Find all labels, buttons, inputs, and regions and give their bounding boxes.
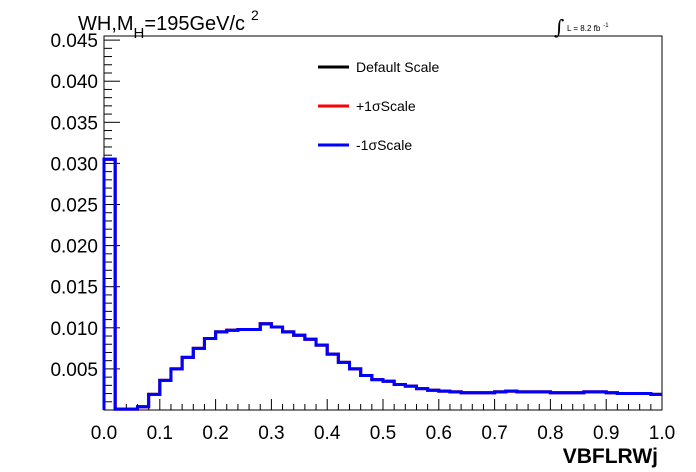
y-tick-label: 0.030 bbox=[50, 154, 98, 175]
chart-title-main: WH,M bbox=[78, 13, 134, 35]
x-tick-label: 0.5 bbox=[370, 423, 396, 444]
integral-symbol: ∫ bbox=[554, 15, 564, 39]
y-tick-label: 0.035 bbox=[50, 113, 98, 134]
legend-label-plus1sigma: +1σScale bbox=[356, 98, 416, 114]
x-axis: 0.0 0.1 0.2 0.3 0.4 0.5 0.6 0.7 0.8 0.9 1.0 bbox=[91, 399, 675, 444]
x-tick-label: 0.1 bbox=[147, 423, 173, 444]
x-tick-label: 0.3 bbox=[258, 423, 284, 444]
luminosity-superscript: -1 bbox=[603, 23, 609, 29]
legend-label-default: Default Scale bbox=[356, 59, 439, 75]
legend: Default Scale +1σScale -1σScale bbox=[318, 59, 439, 153]
x-tick-label: 0.2 bbox=[202, 423, 228, 444]
y-tick-label: 0.045 bbox=[50, 31, 98, 52]
x-tick-label: 0.6 bbox=[426, 423, 452, 444]
y-axis: 0.005 0.010 0.015 0.020 0.025 0.030 0.035 0.040… bbox=[50, 31, 120, 403]
x-axis-label: VBFLRWj bbox=[563, 445, 658, 468]
x-tick-label: 0.4 bbox=[314, 423, 341, 444]
y-tick-label: 0.025 bbox=[50, 196, 98, 217]
chart-title: WH,MH=195GeV/c 2 bbox=[78, 7, 259, 42]
x-tick-label: 1.0 bbox=[649, 423, 675, 444]
y-tick-label: 0.015 bbox=[50, 278, 98, 299]
luminosity-text: L = 8.2 fb -1 bbox=[567, 23, 609, 33]
x-tick-label: 0.9 bbox=[593, 423, 619, 444]
chart-title-subscript: H bbox=[134, 25, 145, 42]
x-tick-label: 0.0 bbox=[91, 423, 117, 444]
y-tick-label: 0.010 bbox=[50, 319, 98, 340]
y-tick-label: 0.005 bbox=[50, 360, 98, 381]
luminosity-label: ∫ L = 8.2 fb -1 bbox=[554, 15, 609, 39]
y-tick-label: 0.020 bbox=[50, 237, 98, 258]
luminosity-value: L = 8.2 fb bbox=[567, 24, 601, 33]
chart-title-rest: =195GeV/c bbox=[144, 13, 245, 35]
chart-title-superscript: 2 bbox=[251, 7, 259, 23]
x-tick-label: 0.7 bbox=[481, 423, 507, 444]
series-layer bbox=[102, 157, 662, 411]
x-tick-label: 0.8 bbox=[537, 423, 563, 444]
series-line-2 bbox=[102, 157, 662, 411]
legend-label-minus1sigma: -1σScale bbox=[356, 137, 412, 153]
y-tick-label: 0.040 bbox=[50, 72, 98, 93]
